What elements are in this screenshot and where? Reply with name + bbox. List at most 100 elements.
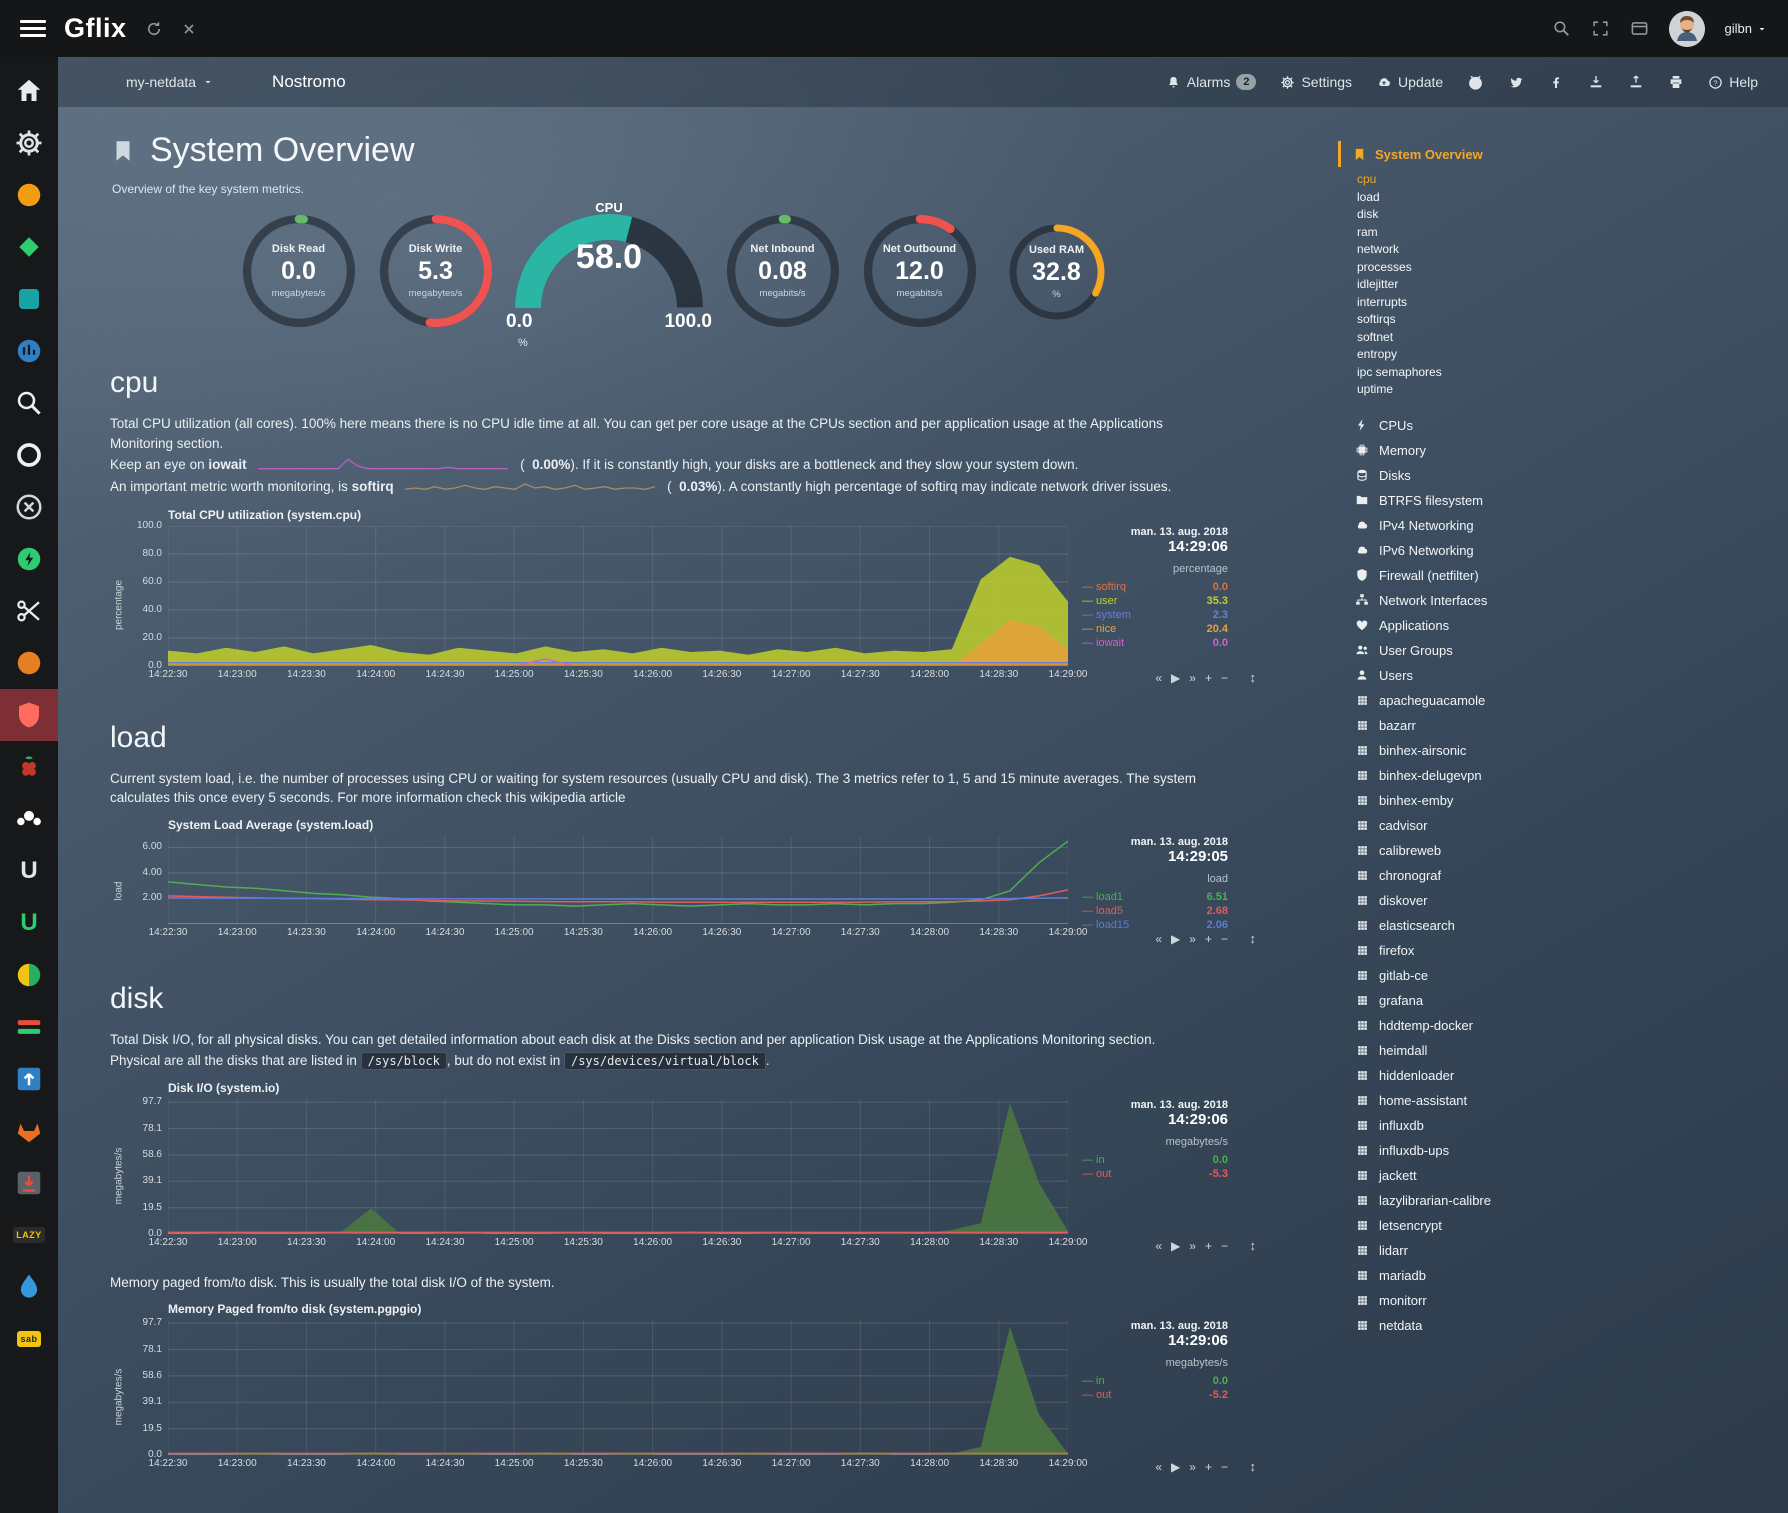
settings-button[interactable]: Settings bbox=[1280, 74, 1352, 90]
menu-app-mariadb[interactable]: mariadb bbox=[1354, 1263, 1788, 1288]
rail-app-orange-icon[interactable] bbox=[0, 637, 58, 689]
hamburger-menu-icon[interactable] bbox=[20, 16, 46, 41]
menu-sub-processes[interactable]: processes bbox=[1357, 259, 1412, 274]
menu-app-influxdb[interactable]: influxdb bbox=[1354, 1113, 1788, 1138]
rail-app-ring-icon[interactable] bbox=[0, 429, 58, 481]
menu-sub-uptime[interactable]: uptime bbox=[1357, 382, 1394, 396]
menu-sub-softirqs[interactable]: softirqs bbox=[1357, 312, 1396, 326]
menu-app-grafana[interactable]: grafana bbox=[1354, 988, 1788, 1013]
menu-app-diskover[interactable]: diskover bbox=[1354, 888, 1788, 913]
export-icon[interactable] bbox=[1628, 74, 1644, 90]
chart-zoom-out-button[interactable]: − bbox=[1220, 931, 1228, 946]
chart-forward-button[interactable]: » bbox=[1189, 931, 1196, 946]
chart-play-button[interactable]: ▶ bbox=[1171, 1460, 1181, 1475]
chart-forward-button[interactable]: » bbox=[1189, 670, 1196, 685]
chart-play-button[interactable]: ▶ bbox=[1171, 931, 1181, 946]
rail-app-raspberry-icon[interactable] bbox=[0, 741, 58, 793]
fullscreen-icon[interactable] bbox=[1591, 19, 1610, 38]
server-dropdown[interactable]: my-netdata bbox=[126, 74, 214, 90]
rail-app-airsonic-icon[interactable] bbox=[0, 325, 58, 377]
chart-plot-area[interactable] bbox=[168, 836, 1068, 924]
chart-resize-handle[interactable]: ↕ bbox=[1249, 930, 1257, 946]
chart-resize-handle[interactable]: ↕ bbox=[1249, 1459, 1257, 1475]
facebook-icon[interactable] bbox=[1548, 74, 1564, 90]
menu-section-memory[interactable]: Memory bbox=[1354, 438, 1788, 463]
chart-forward-button[interactable]: » bbox=[1189, 1460, 1196, 1475]
menu-app-cadvisor[interactable]: cadvisor bbox=[1354, 813, 1788, 838]
chart-backward-button[interactable]: « bbox=[1155, 931, 1163, 946]
github-icon[interactable] bbox=[1467, 74, 1484, 91]
menu-system-overview[interactable]: System Overview bbox=[1338, 141, 1788, 167]
rail-app-teal-icon[interactable] bbox=[0, 273, 58, 325]
menu-section-user-groups[interactable]: User Groups bbox=[1354, 638, 1788, 663]
menu-sub-cpu[interactable]: cpu bbox=[1357, 172, 1377, 186]
rail-app-sab-icon[interactable]: sab bbox=[0, 1313, 58, 1365]
rail-app-ombi-icon[interactable] bbox=[0, 169, 58, 221]
rail-app-drop-icon[interactable] bbox=[0, 1261, 58, 1313]
menu-app-hddtemp-docker[interactable]: hddtemp-docker bbox=[1354, 1013, 1788, 1038]
menu-section-applications[interactable]: Applications bbox=[1354, 613, 1788, 638]
rail-app-bolt-icon[interactable] bbox=[0, 533, 58, 585]
menu-section-users[interactable]: Users bbox=[1354, 663, 1788, 688]
chart-zoom-in-button[interactable]: + bbox=[1204, 670, 1212, 685]
menu-sub-entropy[interactable]: entropy bbox=[1357, 347, 1398, 361]
chart-forward-button[interactable]: » bbox=[1189, 1238, 1196, 1253]
help-button[interactable]: ? Help bbox=[1708, 74, 1758, 90]
menu-section-btrfs-filesystem[interactable]: BTRFS filesystem bbox=[1354, 488, 1788, 513]
rail-app-gitlab-icon[interactable] bbox=[0, 1105, 58, 1157]
tabs-icon[interactable] bbox=[1630, 19, 1649, 38]
chart-backward-button[interactable]: « bbox=[1155, 670, 1163, 685]
chart-plot-area[interactable] bbox=[168, 1320, 1068, 1456]
menu-app-hiddenloader[interactable]: hiddenloader bbox=[1354, 1063, 1788, 1088]
user-menu[interactable]: gilbn bbox=[1725, 21, 1768, 36]
rail-app-download-icon[interactable] bbox=[0, 1157, 58, 1209]
chart-zoom-in-button[interactable]: + bbox=[1204, 931, 1212, 946]
rail-settings-icon[interactable] bbox=[0, 117, 58, 169]
menu-section-cpus[interactable]: CPUs bbox=[1354, 413, 1788, 438]
avatar[interactable] bbox=[1668, 10, 1705, 47]
rail-app-lazylibrarian-icon[interactable]: LAZY bbox=[0, 1209, 58, 1261]
rail-app-nextcloud-icon[interactable] bbox=[0, 793, 58, 845]
rail-app-bars-icon[interactable] bbox=[0, 1001, 58, 1053]
alarms-button[interactable]: Alarms 2 bbox=[1166, 74, 1257, 90]
chart-backward-button[interactable]: « bbox=[1155, 1238, 1163, 1253]
menu-app-influxdb-ups[interactable]: influxdb-ups bbox=[1354, 1138, 1788, 1163]
menu-section-ipv4-networking[interactable]: IPv4 Networking bbox=[1354, 513, 1788, 538]
menu-app-lidarr[interactable]: lidarr bbox=[1354, 1238, 1788, 1263]
menu-app-binhex-emby[interactable]: binhex-emby bbox=[1354, 788, 1788, 813]
rail-app-gem-icon[interactable] bbox=[0, 221, 58, 273]
menu-app-chronograf[interactable]: chronograf bbox=[1354, 863, 1788, 888]
rail-app-scissors-icon[interactable] bbox=[0, 585, 58, 637]
menu-sub-ram[interactable]: ram bbox=[1357, 224, 1378, 239]
rail-app-upload-icon[interactable] bbox=[0, 1053, 58, 1105]
rail-app-plex-icon[interactable] bbox=[0, 481, 58, 533]
rail-app-search-icon[interactable] bbox=[0, 377, 58, 429]
menu-sub-load[interactable]: load bbox=[1357, 189, 1380, 204]
menu-section-ipv6-networking[interactable]: IPv6 Networking bbox=[1354, 538, 1788, 563]
menu-section-network-interfaces[interactable]: Network Interfaces bbox=[1354, 588, 1788, 613]
menu-app-firefox[interactable]: firefox bbox=[1354, 938, 1788, 963]
chart-plot-area[interactable] bbox=[168, 1099, 1068, 1234]
menu-app-netdata[interactable]: netdata bbox=[1354, 1313, 1788, 1338]
chart-backward-button[interactable]: « bbox=[1155, 1460, 1163, 1475]
close-icon[interactable] bbox=[181, 21, 197, 37]
menu-app-jackett[interactable]: jackett bbox=[1354, 1163, 1788, 1188]
chart-resize-handle[interactable]: ↕ bbox=[1249, 1237, 1257, 1253]
menu-app-binhex-delugevpn[interactable]: binhex-delugevpn bbox=[1354, 763, 1788, 788]
menu-app-bazarr[interactable]: bazarr bbox=[1354, 713, 1788, 738]
chart-play-button[interactable]: ▶ bbox=[1171, 1238, 1181, 1253]
menu-sub-disk[interactable]: disk bbox=[1357, 207, 1379, 221]
menu-sub-idlejitter[interactable]: idlejitter bbox=[1357, 277, 1399, 291]
chart-zoom-in-button[interactable]: + bbox=[1204, 1238, 1212, 1253]
chart-zoom-in-button[interactable]: + bbox=[1204, 1460, 1212, 1475]
search-icon[interactable] bbox=[1552, 19, 1571, 38]
chart-plot-area[interactable] bbox=[168, 526, 1068, 666]
menu-section-firewall-netfilter-[interactable]: Firewall (netfilter) bbox=[1354, 563, 1788, 588]
print-icon[interactable] bbox=[1668, 74, 1684, 90]
menu-app-apacheguacamole[interactable]: apacheguacamole bbox=[1354, 688, 1788, 713]
update-button[interactable]: Update bbox=[1376, 74, 1443, 90]
rail-home-icon[interactable] bbox=[0, 65, 58, 117]
refresh-icon[interactable] bbox=[145, 20, 163, 38]
rail-app-duo-icon[interactable] bbox=[0, 949, 58, 1001]
rail-app-green-u-icon[interactable]: U bbox=[20, 909, 38, 936]
